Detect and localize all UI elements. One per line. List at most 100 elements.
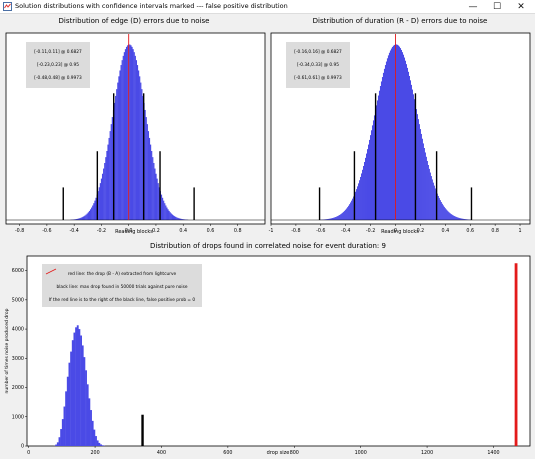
histogram-bar xyxy=(348,205,350,220)
histogram-bar xyxy=(395,44,398,220)
histogram-bar xyxy=(68,362,71,446)
legend-entry: [-0.48,0.48] @ 0.9973 xyxy=(34,75,82,81)
histogram-bar xyxy=(337,216,339,220)
histogram-bar xyxy=(430,176,432,220)
histogram-bar xyxy=(355,191,357,220)
histogram-bar xyxy=(122,55,124,220)
histogram-bar xyxy=(371,125,374,220)
title-bar: Solution distributions with confidence i… xyxy=(0,0,535,14)
histogram-bar xyxy=(73,219,75,220)
histogram-bar xyxy=(329,218,331,220)
histogram-bar xyxy=(119,70,121,220)
histogram-bar xyxy=(411,89,413,220)
histogram-bar xyxy=(176,217,178,220)
histogram-bar xyxy=(98,442,101,446)
histogram-bar xyxy=(447,211,449,220)
histogram-bar xyxy=(164,203,166,220)
histogram-bar xyxy=(83,216,85,220)
minimize-button[interactable]: — xyxy=(462,0,484,13)
histogram-bar xyxy=(380,81,383,220)
histogram-bar xyxy=(340,214,342,220)
histogram-bar xyxy=(99,183,102,220)
histogram-bar xyxy=(91,207,93,220)
histogram-bar xyxy=(82,216,84,220)
histogram-bar xyxy=(104,163,106,220)
histogram-bar xyxy=(146,124,148,220)
histogram-bar xyxy=(388,52,391,220)
histogram-bar xyxy=(147,131,150,220)
histogram-bar xyxy=(121,60,123,221)
histogram-bar xyxy=(412,94,414,220)
maximize-button[interactable]: ☐ xyxy=(486,0,508,13)
histogram-bar xyxy=(391,46,394,220)
legend-entry: [-0.34,0.33] @ 0.95 xyxy=(297,62,339,68)
legend-box xyxy=(286,42,350,88)
minimize-icon: — xyxy=(468,1,478,12)
legend-red-swatch xyxy=(45,268,57,275)
histogram-bar xyxy=(342,212,344,220)
legend-entry: If the red line is to the right of the b… xyxy=(49,297,196,303)
x-tick-label: 0.0 xyxy=(125,228,133,234)
histogram-bar xyxy=(60,429,63,446)
histogram-bar xyxy=(331,218,333,220)
histogram-bar xyxy=(448,212,450,220)
histogram-bar xyxy=(113,102,116,220)
histogram-bar xyxy=(335,217,337,220)
histogram-bar xyxy=(103,168,105,220)
histogram-bar xyxy=(398,46,401,220)
histogram-bar xyxy=(97,191,99,220)
x-tick-label: 0 xyxy=(27,450,30,456)
histogram-bar xyxy=(130,45,132,220)
histogram-bar xyxy=(377,95,380,220)
histogram-bar xyxy=(459,218,461,220)
histogram-bar xyxy=(434,188,436,220)
x-tick-label: 1200 xyxy=(421,450,433,456)
histogram-bar xyxy=(375,105,378,220)
histogram-bar xyxy=(384,65,387,220)
histogram-bar xyxy=(56,442,59,446)
histogram-bar xyxy=(157,183,159,220)
histogram-bar xyxy=(181,219,183,220)
histogram-bar xyxy=(125,46,128,220)
histogram-bar xyxy=(106,150,108,220)
histogram-bar xyxy=(182,219,184,220)
histogram-bar xyxy=(442,205,444,220)
histogram-bar xyxy=(142,95,144,220)
histogram-bar xyxy=(115,95,117,220)
x-tick-label: -0.4 xyxy=(341,228,350,234)
histogram-bar xyxy=(364,161,366,220)
histogram-bar xyxy=(409,80,411,220)
close-icon: ✕ xyxy=(517,1,525,12)
histogram-bar xyxy=(345,209,347,220)
histogram-bar xyxy=(93,203,95,220)
x-tick-label: -0.8 xyxy=(291,228,300,234)
histogram-bar xyxy=(135,60,138,221)
histogram-bar xyxy=(373,115,376,220)
x-tick-label: 0.2 xyxy=(417,228,425,234)
histogram-bar xyxy=(332,218,334,220)
histogram-bar xyxy=(117,82,119,220)
histogram-bar xyxy=(396,44,399,221)
histogram-bar xyxy=(339,214,341,220)
histogram-bar xyxy=(336,216,338,220)
close-button[interactable]: ✕ xyxy=(510,0,532,13)
x-axis-label: Reading blocks xyxy=(115,229,153,235)
maximize-icon: ☐ xyxy=(492,1,502,12)
drop-distribution-chart: Distribution of drops found in correlate… xyxy=(4,242,531,456)
duration-error-chart: Distribution of duration (R - D) errors … xyxy=(269,17,531,235)
histogram-bar xyxy=(65,391,68,446)
histogram-bar xyxy=(369,135,372,220)
histogram-bar xyxy=(457,217,459,220)
histogram-bar xyxy=(76,325,79,446)
histogram-bar xyxy=(156,178,158,220)
window-title: Solution distributions with confidence i… xyxy=(15,2,288,10)
histogram-bar xyxy=(178,218,180,220)
x-tick-label: -0.6 xyxy=(316,228,325,234)
histogram-bar xyxy=(101,173,104,220)
histogram-bar xyxy=(177,217,179,220)
histogram-bar xyxy=(440,202,442,220)
histogram-bar xyxy=(346,208,348,220)
histogram-bar xyxy=(58,437,61,446)
histogram-bar xyxy=(123,52,126,221)
histogram-bar xyxy=(139,76,141,220)
